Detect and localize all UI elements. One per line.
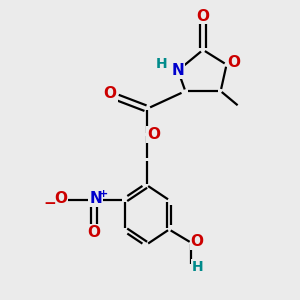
Text: O: O xyxy=(147,127,160,142)
Text: H: H xyxy=(191,260,203,274)
Text: O: O xyxy=(104,86,117,101)
Text: −: − xyxy=(44,196,56,211)
Text: +: + xyxy=(99,189,108,199)
Text: H: H xyxy=(156,57,168,71)
Text: N: N xyxy=(89,191,102,206)
Text: O: O xyxy=(54,191,67,206)
Text: O: O xyxy=(88,225,100,240)
Text: N: N xyxy=(172,63,184,78)
Text: O: O xyxy=(227,55,240,70)
Text: O: O xyxy=(196,8,209,23)
Text: O: O xyxy=(190,234,204,249)
